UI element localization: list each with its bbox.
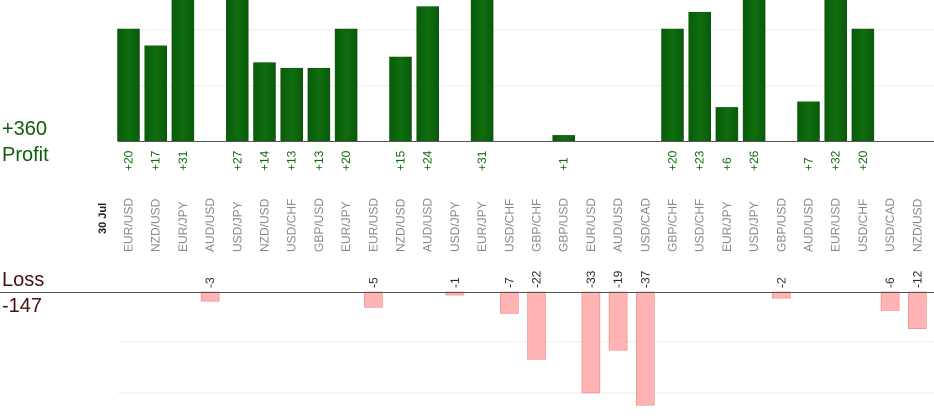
category-label: NZD/USD bbox=[258, 198, 272, 252]
loss-label: -5 bbox=[366, 277, 380, 288]
profit-bars bbox=[117, 0, 875, 142]
profit-bar bbox=[797, 101, 820, 142]
category-label: EUR/USD bbox=[366, 198, 380, 252]
profit-bar bbox=[742, 0, 766, 142]
category-label: EUR/USD bbox=[122, 198, 136, 252]
loss-bars bbox=[200, 291, 927, 406]
profit-label: +6 bbox=[720, 157, 734, 171]
profit-label: +1 bbox=[557, 157, 571, 171]
category-label: USD/JPY bbox=[448, 201, 462, 252]
category-label: USD/CHF bbox=[856, 199, 870, 252]
category-label: USD/CAD bbox=[638, 198, 652, 252]
category-label: GBP/CHF bbox=[530, 199, 544, 252]
loss-bar bbox=[527, 291, 546, 360]
category-label: AUD/USD bbox=[203, 198, 217, 252]
loss-label: -19 bbox=[611, 270, 625, 288]
category-label: AUD/USD bbox=[421, 198, 435, 252]
profit-bar bbox=[688, 11, 711, 142]
profit-bar bbox=[552, 135, 575, 142]
profit-label: +31 bbox=[176, 150, 190, 171]
loss-label: -6 bbox=[883, 277, 897, 288]
category-label: EUR/JPY bbox=[475, 201, 489, 252]
profit-label: +17 bbox=[149, 150, 163, 171]
category-label: EUR/USD bbox=[829, 198, 843, 252]
loss-bar bbox=[880, 291, 900, 311]
loss-bar bbox=[608, 291, 628, 351]
category-label: EUR/JPY bbox=[176, 201, 190, 252]
profit-label: +32 bbox=[829, 150, 843, 171]
loss-label: -22 bbox=[530, 270, 544, 288]
category-label: AUD/USD bbox=[611, 198, 625, 252]
category-label: EUR/JPY bbox=[720, 201, 734, 252]
profit-bar bbox=[715, 107, 739, 142]
profit-label: +20 bbox=[122, 150, 136, 171]
profit-label: +15 bbox=[394, 150, 408, 171]
loss-bar bbox=[907, 291, 927, 330]
profit-label: +20 bbox=[856, 150, 870, 171]
axes bbox=[0, 141, 934, 293]
profit-bar bbox=[334, 28, 358, 142]
category-label: GBP/USD bbox=[312, 198, 326, 252]
category-label: GBP/CHF bbox=[666, 199, 680, 252]
category-label: NZD/USD bbox=[910, 198, 924, 252]
profit-bar bbox=[416, 6, 439, 142]
loss-bar bbox=[363, 291, 383, 308]
profit-bar bbox=[253, 62, 276, 142]
loss-label: Loss bbox=[2, 269, 45, 291]
loss-label: -12 bbox=[910, 270, 924, 288]
category-label: USD/CHF bbox=[693, 199, 707, 252]
category-label: USD/JPY bbox=[747, 201, 761, 252]
profit-bar bbox=[824, 0, 847, 142]
category-label: USD/CAD bbox=[883, 198, 897, 252]
loss-bar bbox=[581, 291, 601, 394]
profit-label: +31 bbox=[475, 150, 489, 171]
profit-label: +20 bbox=[339, 150, 353, 171]
profit-label: +14 bbox=[258, 150, 272, 171]
loss-bar bbox=[200, 291, 220, 302]
profit-bar bbox=[280, 67, 303, 142]
loss-bar bbox=[499, 291, 519, 314]
category-label: GBP/USD bbox=[557, 198, 571, 252]
category-label: NZD/USD bbox=[149, 198, 163, 252]
loss-label: -33 bbox=[584, 270, 598, 288]
loss-label: -3 bbox=[203, 277, 217, 288]
category-label: EUR/USD bbox=[584, 198, 598, 252]
profit-bar bbox=[470, 0, 494, 142]
profit-label: +13 bbox=[285, 150, 299, 171]
date-label: 30 Jul bbox=[97, 203, 109, 234]
loss-label: -37 bbox=[638, 270, 652, 288]
category-label: AUD/USD bbox=[802, 198, 816, 252]
profit-label: Profit bbox=[2, 144, 49, 166]
profit-bar bbox=[389, 56, 412, 142]
category-label: USD/JPY bbox=[230, 201, 244, 252]
category-label: USD/CHF bbox=[285, 199, 299, 252]
category-label: EUR/JPY bbox=[339, 201, 353, 252]
loss-bar bbox=[635, 291, 655, 406]
category-label: NZD/USD bbox=[394, 198, 408, 252]
loss-label: -1 bbox=[448, 277, 462, 288]
bar-labels: +20 EUR/USD +17 NZD/USD +31 EUR/JPY AUD/USD -3 +… bbox=[122, 150, 925, 288]
profit-bar bbox=[117, 28, 140, 142]
profit-bar bbox=[307, 67, 331, 142]
profit-label: +23 bbox=[693, 150, 707, 171]
profit-label: +20 bbox=[666, 150, 680, 171]
loss-label: -2 bbox=[774, 277, 788, 288]
profit-label: +7 bbox=[802, 157, 816, 171]
profit-label: +13 bbox=[312, 150, 326, 171]
loss-label: -7 bbox=[502, 277, 516, 288]
profit-bar bbox=[661, 28, 684, 142]
profit-bar bbox=[171, 0, 195, 142]
profit-total: +360 bbox=[2, 118, 48, 140]
profit-label: +26 bbox=[747, 150, 761, 171]
profit-bar bbox=[144, 45, 167, 142]
profit-bar bbox=[226, 0, 249, 142]
profit-label: +24 bbox=[421, 150, 435, 171]
profit-label: +27 bbox=[230, 150, 244, 171]
loss-total: -147 bbox=[2, 295, 43, 317]
category-label: USD/CHF bbox=[502, 199, 516, 252]
category-label: GBP/USD bbox=[774, 198, 788, 252]
profit-bar bbox=[851, 28, 875, 142]
